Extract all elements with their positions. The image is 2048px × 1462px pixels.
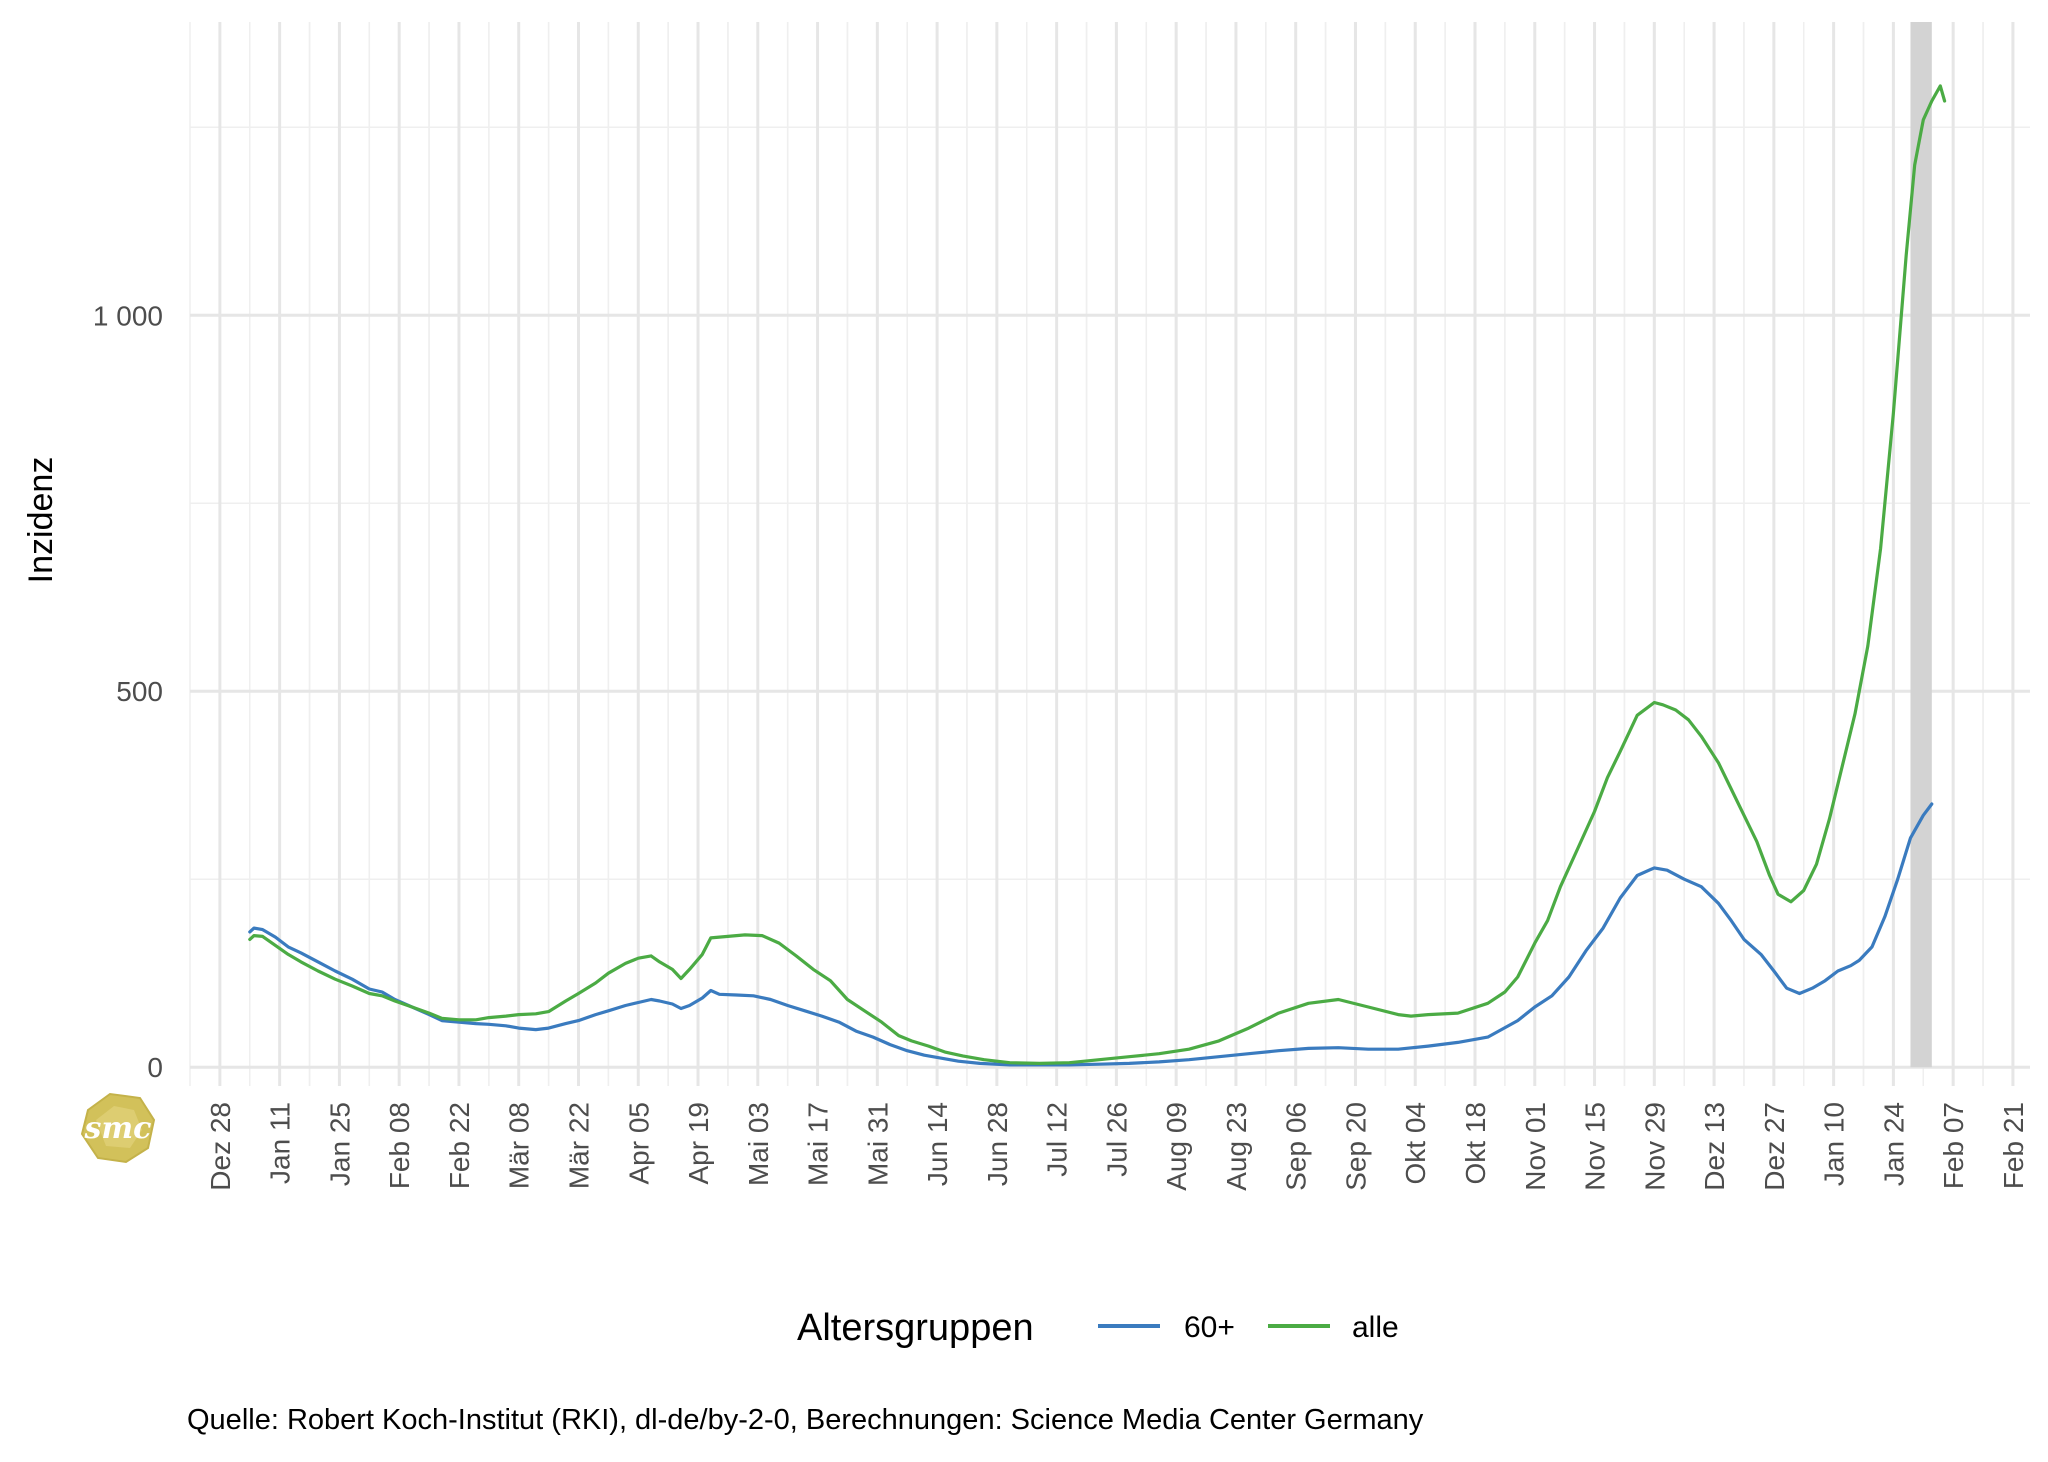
major-gridlines — [190, 22, 2030, 1086]
x-tick-label: Aug 09 — [1161, 1102, 1192, 1191]
y-tick-label: 500 — [116, 676, 163, 707]
x-tick-label: Jan 24 — [1878, 1102, 1909, 1186]
y-tick-label: 1 000 — [93, 300, 163, 331]
x-tick-label: Jul 26 — [1101, 1102, 1132, 1177]
x-tick-label: Sep 06 — [1281, 1102, 1312, 1191]
x-tick-label: Jun 14 — [922, 1102, 953, 1186]
highlight-band — [1910, 22, 1932, 1068]
x-tick-label: Nov 15 — [1580, 1102, 1611, 1191]
x-tick-label: Apr 05 — [623, 1102, 654, 1185]
series-line-60plus — [248, 802, 1934, 1067]
x-tick-label: Dez 13 — [1699, 1102, 1730, 1191]
smc-logo: smc — [80, 1092, 156, 1164]
x-tick-label: Dez 27 — [1759, 1102, 1790, 1191]
x-tick-label: Okt 18 — [1460, 1102, 1491, 1184]
x-tick-label: Sep 20 — [1341, 1102, 1372, 1191]
legend-title: Altersgruppen — [797, 1307, 1034, 1349]
x-tick-labels: Dez 28 Jan 11 Jan 25 Feb 08 Feb 22 Mär 08 Mär … — [205, 1102, 2029, 1191]
x-tick-label: Jan 11 — [265, 1102, 296, 1184]
x-tick-label: Jul 12 — [1042, 1102, 1073, 1177]
x-tick-label: Nov 29 — [1639, 1102, 1670, 1191]
legend-label-60plus: 60+ — [1184, 1311, 1235, 1344]
x-tick-label: Mär 08 — [504, 1102, 535, 1189]
x-tick-label: Feb 22 — [444, 1102, 475, 1189]
x-tick-label: Nov 01 — [1520, 1102, 1551, 1191]
x-tick-label: Jan 10 — [1819, 1102, 1850, 1186]
x-tick-label: Mai 31 — [862, 1102, 893, 1186]
series-layer — [248, 84, 1947, 1067]
y-tick-labels: 0 500 1 000 — [93, 300, 163, 1083]
x-tick-label: Mai 03 — [743, 1102, 774, 1186]
x-tick-label: Mai 17 — [803, 1102, 834, 1186]
legend-label-alle: alle — [1352, 1311, 1399, 1344]
x-tick-label: Feb 08 — [384, 1102, 415, 1189]
x-tick-label: Mär 22 — [564, 1102, 595, 1189]
legend: Altersgruppen 60+ alle — [797, 1307, 1399, 1349]
x-tick-label: Aug 23 — [1221, 1102, 1252, 1191]
y-axis-title: Inzidenz — [22, 457, 60, 584]
x-tick-label: Jun 28 — [982, 1102, 1013, 1186]
x-tick-label: Feb 21 — [1998, 1102, 2029, 1189]
x-tick-label: Apr 19 — [683, 1102, 714, 1185]
series-line-alle — [248, 84, 1947, 1065]
x-tick-label: Feb 07 — [1938, 1102, 1969, 1189]
smc-logo-text: smc — [84, 1111, 152, 1146]
x-tick-label: Jan 25 — [324, 1102, 355, 1186]
y-tick-label: 0 — [147, 1052, 163, 1083]
minor-gridlines — [189, 22, 2030, 1086]
source-caption: Quelle: Robert Koch-Institut (RKI), dl-d… — [187, 1404, 1424, 1436]
x-tick-label: Dez 28 — [205, 1102, 236, 1191]
x-tick-label: Okt 04 — [1400, 1102, 1431, 1184]
highlight-band-layer — [1910, 22, 1932, 1068]
